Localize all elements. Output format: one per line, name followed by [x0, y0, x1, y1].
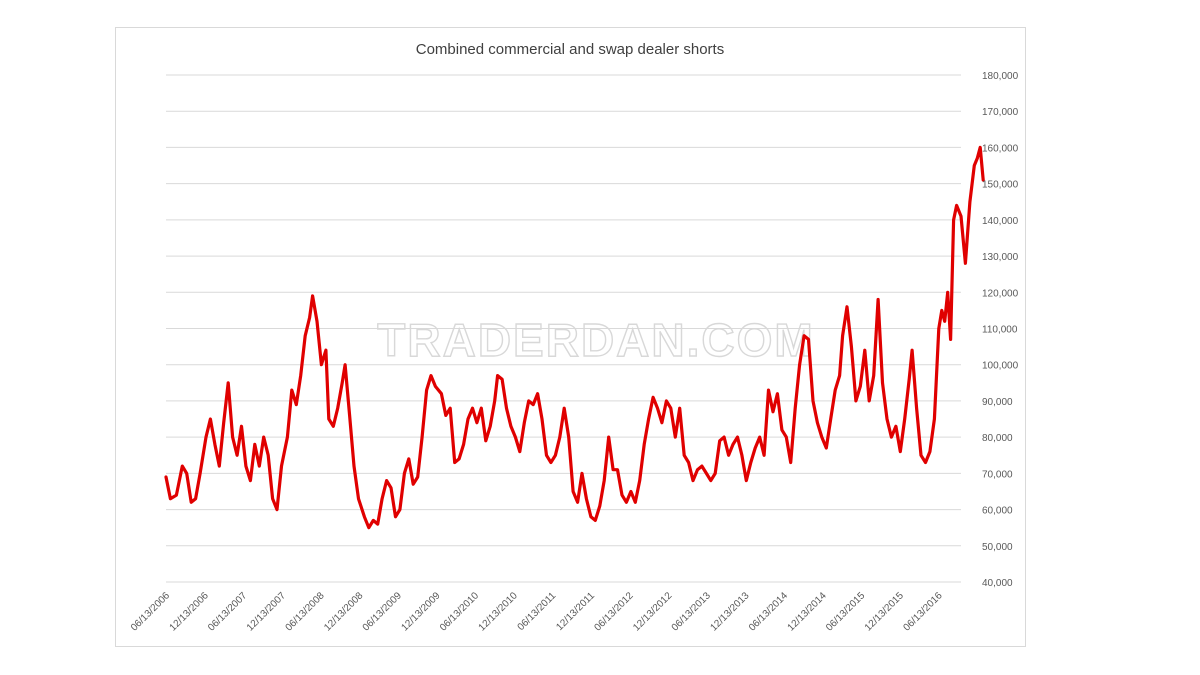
x-tick-label: 12/13/2015 — [863, 590, 906, 633]
x-tick-label: 12/13/2010 — [477, 590, 520, 633]
y-tick-label: 120,000 — [982, 288, 1019, 299]
x-tick-label: 06/13/2007 — [206, 590, 249, 633]
x-tick-label: 06/13/2008 — [284, 590, 327, 633]
x-tick-label: 06/13/2011 — [516, 590, 559, 633]
y-tick-label: 50,000 — [982, 542, 1013, 553]
y-tick-label: 170,000 — [982, 107, 1019, 118]
y-tick-label: 100,000 — [982, 361, 1019, 372]
y-tick-label: 70,000 — [982, 469, 1013, 480]
chart-area: Combined commercial and swap dealer shor… — [115, 27, 1026, 647]
chart-title: Combined commercial and swap dealer shor… — [416, 41, 724, 58]
series-line — [164, 145, 985, 530]
y-tick-label: 160,000 — [982, 143, 1019, 154]
x-tick-label: 06/13/2016 — [902, 590, 945, 633]
x-tick-label: 12/13/2008 — [322, 590, 365, 633]
x-tick-label: 06/13/2006 — [129, 590, 172, 633]
x-tick-label: 06/13/2013 — [670, 590, 713, 633]
y-tick-label: 140,000 — [982, 216, 1019, 227]
x-tick-label: 06/13/2014 — [747, 590, 790, 633]
x-tick-label: 06/13/2012 — [593, 590, 636, 633]
x-tick-label: 12/13/2006 — [168, 590, 211, 633]
x-tick-label: 12/13/2013 — [708, 590, 751, 633]
y-tick-label: 130,000 — [982, 252, 1019, 263]
x-tick-label: 12/13/2014 — [786, 590, 829, 633]
x-tick-label: 06/13/2009 — [361, 590, 404, 633]
x-tick-label: 12/13/2007 — [245, 590, 288, 633]
x-tick-label: 12/13/2011 — [554, 590, 597, 633]
x-tick-label: 12/13/2009 — [399, 590, 442, 633]
y-tick-label: 60,000 — [982, 506, 1013, 517]
y-tick-label: 40,000 — [982, 578, 1013, 589]
x-tick-label: 06/13/2015 — [824, 590, 867, 633]
y-tick-label: 80,000 — [982, 433, 1013, 444]
y-tick-label: 90,000 — [982, 397, 1013, 408]
x-tick-label: 12/13/2012 — [631, 590, 674, 633]
x-tick-label: 06/13/2010 — [438, 590, 481, 633]
y-tick-label: 180,000 — [982, 71, 1019, 82]
y-tick-label: 150,000 — [982, 180, 1019, 191]
watermark: TRADERDAN.COM — [377, 314, 814, 366]
line-chart: Combined commercial and swap dealer shor… — [129, 41, 1019, 634]
y-tick-label: 110,000 — [982, 325, 1018, 336]
